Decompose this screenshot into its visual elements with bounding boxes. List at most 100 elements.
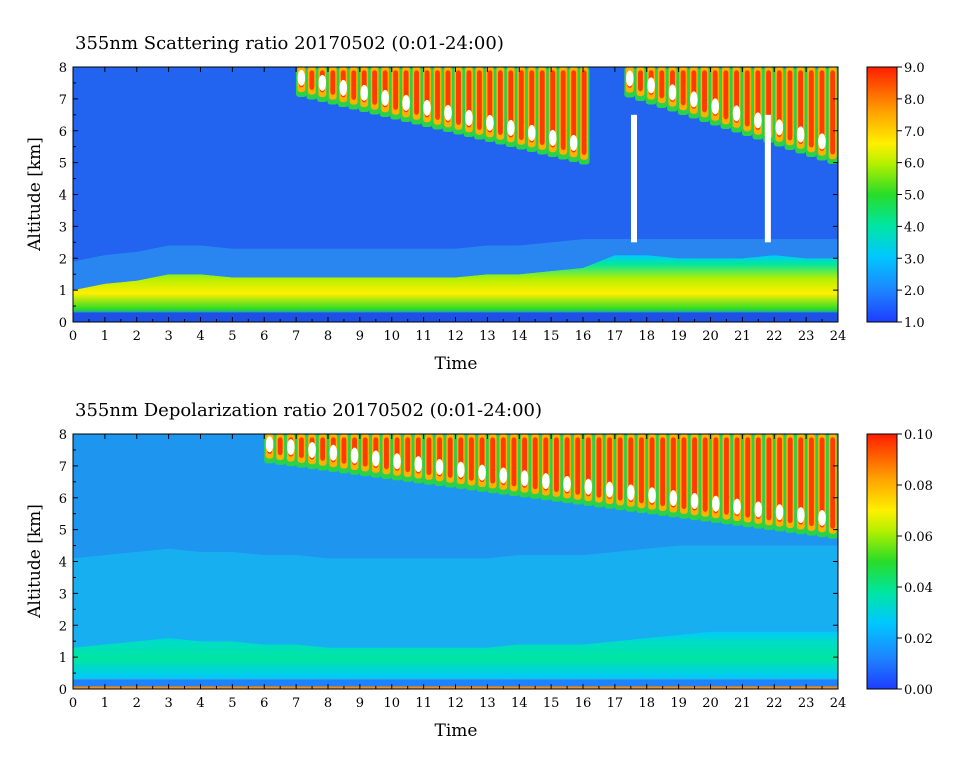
colorbar-tick-label: 0.04 bbox=[904, 581, 933, 596]
no-data-column bbox=[631, 114, 637, 243]
colorbar-tick-label: 7.0 bbox=[904, 125, 925, 140]
cloud-core bbox=[766, 437, 772, 521]
cloud-core bbox=[819, 437, 825, 528]
saturated-cloud bbox=[669, 490, 678, 507]
saturated-cloud bbox=[711, 98, 719, 115]
x-tick-label: 2 bbox=[133, 696, 141, 711]
saturated-cloud bbox=[818, 509, 826, 526]
cloud-core bbox=[320, 437, 326, 461]
x-tick-label: 3 bbox=[164, 696, 172, 711]
cloud-core bbox=[490, 437, 496, 484]
colorbar-ticks: 1.0 2.0 3.0 4.0 5.0 6.0 7.0 8.0 9.0 bbox=[897, 61, 925, 331]
cloud-core bbox=[362, 437, 368, 467]
colorbar-tick-label: 2.0 bbox=[904, 284, 925, 299]
cloud-core bbox=[830, 70, 836, 155]
cloud-core bbox=[532, 437, 538, 490]
cloud-core bbox=[575, 437, 581, 495]
y-tick-label: 3 bbox=[59, 220, 67, 235]
y-axis: 0 1 2 3 4 5 6 7 8 bbox=[59, 61, 838, 331]
saturated-cloud bbox=[775, 504, 784, 521]
cloud-core bbox=[309, 70, 315, 90]
x-tick-label: 0 bbox=[69, 696, 77, 711]
chart-title: 355nm Scattering ratio 20170502 (0:01-24… bbox=[75, 33, 504, 54]
cloud-core bbox=[511, 437, 517, 487]
saturated-cloud bbox=[478, 464, 486, 481]
cloud-core bbox=[777, 437, 782, 522]
y-tick-label: 0 bbox=[59, 316, 67, 331]
saturated-cloud bbox=[329, 444, 338, 461]
cloud-core bbox=[670, 437, 676, 508]
cloud-core bbox=[660, 437, 666, 507]
x-tick-label: 15 bbox=[543, 696, 560, 711]
x-tick-label: 7 bbox=[292, 329, 300, 344]
saturated-cloud bbox=[318, 74, 327, 91]
y-tick-label: 0 bbox=[59, 683, 67, 698]
x-tick-label: 15 bbox=[543, 329, 560, 344]
cloud-core bbox=[435, 70, 440, 120]
cloud-core bbox=[702, 437, 708, 512]
cloud-core bbox=[713, 437, 719, 514]
saturated-cloud bbox=[542, 473, 550, 490]
y-tick-label: 7 bbox=[59, 460, 67, 475]
boundary-layer-band bbox=[73, 631, 838, 682]
y-tick-label: 7 bbox=[59, 93, 67, 108]
x-tick-label: 10 bbox=[383, 696, 400, 711]
y-tick-label: 6 bbox=[59, 125, 67, 140]
x-tick-label: 23 bbox=[798, 696, 815, 711]
x-tick-label: 16 bbox=[575, 696, 592, 711]
colorbar-tick-label: 1.0 bbox=[904, 316, 925, 331]
x-tick-label: 24 bbox=[830, 696, 847, 711]
boundary-layer-band bbox=[73, 255, 838, 315]
saturated-cloud bbox=[796, 126, 805, 143]
saturated-cloud bbox=[308, 441, 316, 458]
colorbar-ticks: 0.00 0.02 0.04 0.06 0.08 0.10 bbox=[897, 428, 933, 698]
saturated-cloud bbox=[350, 447, 359, 464]
y-tick-label: 4 bbox=[59, 189, 67, 204]
x-tick-label: 18 bbox=[638, 329, 655, 344]
x-tick-label: 2 bbox=[133, 329, 141, 344]
saturated-cloud bbox=[486, 114, 494, 131]
x-tick-label: 24 bbox=[830, 329, 847, 344]
cloud-core bbox=[372, 70, 378, 105]
saturated-cloud bbox=[627, 484, 635, 501]
no-data-column bbox=[764, 114, 771, 243]
cloud-core bbox=[539, 70, 545, 145]
x-tick-label: 3 bbox=[164, 329, 172, 344]
x-tick-label: 7 bbox=[292, 696, 300, 711]
cloud-core bbox=[681, 437, 687, 510]
saturated-cloud bbox=[527, 124, 536, 141]
cloud-core bbox=[702, 70, 707, 113]
depolarization-ratio-panel: 355nm Depolarization ratio 20170502 (0:0… bbox=[25, 400, 933, 741]
y-tick-label: 1 bbox=[59, 651, 67, 666]
cloud-core bbox=[393, 70, 399, 110]
x-tick-label: 9 bbox=[356, 696, 364, 711]
y-axis: 0 1 2 3 4 5 6 7 8 bbox=[59, 428, 838, 698]
cloud-core bbox=[299, 437, 304, 459]
x-tick-label: 4 bbox=[196, 696, 204, 711]
x-tick-label: 18 bbox=[638, 696, 655, 711]
cloud-core bbox=[384, 437, 389, 470]
x-tick-label: 1 bbox=[101, 696, 109, 711]
x-tick-label: 22 bbox=[766, 329, 783, 344]
saturated-cloud bbox=[393, 453, 401, 470]
y-tick-label: 6 bbox=[59, 492, 67, 507]
cloud-core bbox=[550, 70, 556, 148]
cloud-core bbox=[745, 437, 751, 518]
cloud-core bbox=[639, 437, 644, 504]
x-tick-label: 11 bbox=[415, 696, 432, 711]
cloud-core bbox=[787, 437, 793, 524]
saturated-cloud bbox=[381, 89, 389, 106]
x-tick-label: 12 bbox=[447, 696, 464, 711]
cloud-core bbox=[819, 70, 825, 151]
x-tick-label: 4 bbox=[196, 329, 204, 344]
saturated-cloud bbox=[733, 498, 741, 515]
x-tick-label: 23 bbox=[798, 329, 815, 344]
x-tick-label: 21 bbox=[734, 696, 751, 711]
aerosol-layer bbox=[73, 239, 838, 291]
y-tick-label: 8 bbox=[59, 61, 67, 76]
saturated-cloud bbox=[520, 470, 529, 487]
saturated-cloud bbox=[465, 109, 473, 126]
cloud-core bbox=[808, 70, 814, 148]
saturated-cloud bbox=[444, 104, 452, 121]
cloud-core bbox=[617, 437, 623, 501]
